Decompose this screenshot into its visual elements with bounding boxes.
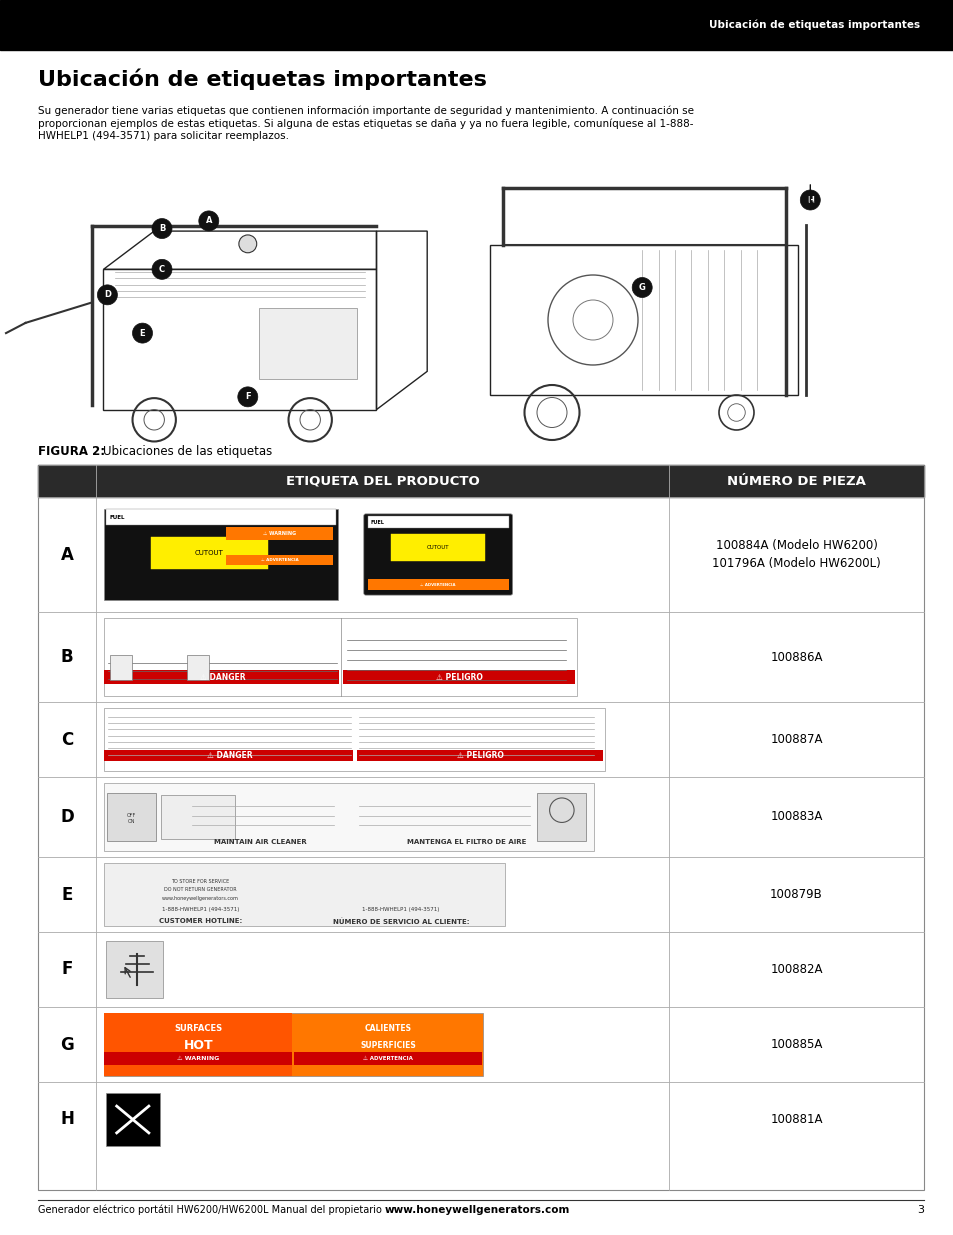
Circle shape — [800, 190, 820, 210]
Text: G: G — [639, 283, 645, 291]
Text: NÚMERO DE SERVICIO AL CLIENTE:: NÚMERO DE SERVICIO AL CLIENTE: — [333, 919, 469, 925]
Text: H: H — [806, 195, 813, 205]
Bar — [38, 777, 923, 857]
Bar — [226, 555, 333, 566]
Bar — [38, 932, 923, 1007]
Text: ⚠ PELIGRO: ⚠ PELIGRO — [436, 673, 482, 682]
Text: 100884A (Modelo HW6200)
101796A (Modelo HW6200L): 100884A (Modelo HW6200) 101796A (Modelo … — [711, 538, 880, 571]
Text: ⚠ ADVERTENCIA: ⚠ ADVERTENCIA — [363, 1056, 413, 1061]
Circle shape — [97, 285, 117, 305]
Text: F: F — [245, 393, 251, 401]
Text: 100879B: 100879B — [769, 888, 822, 902]
Bar — [38, 466, 923, 496]
Bar — [187, 656, 209, 680]
Text: MAINTAIN AIR CLEANER: MAINTAIN AIR CLEANER — [214, 839, 307, 845]
Bar — [104, 783, 594, 851]
Text: 100887A: 100887A — [769, 734, 821, 746]
Text: 100886A: 100886A — [769, 651, 821, 663]
Text: NÚMERO DE PIEZA: NÚMERO DE PIEZA — [726, 474, 865, 488]
Bar — [490, 245, 797, 395]
Text: HWHELP1 (494-3571) para solicitar reemplazos.: HWHELP1 (494-3571) para solicitar reempl… — [38, 131, 289, 141]
Bar — [106, 509, 335, 526]
Bar — [368, 579, 508, 590]
Bar — [104, 618, 577, 697]
Text: DO NOT RETURN GENERATOR: DO NOT RETURN GENERATOR — [164, 887, 236, 892]
Bar — [38, 613, 923, 701]
Circle shape — [132, 324, 152, 343]
Bar — [104, 863, 504, 926]
Bar — [103, 269, 376, 410]
Text: D: D — [60, 808, 73, 826]
Text: 100881A: 100881A — [769, 1113, 821, 1126]
Text: OFF
ON: OFF ON — [127, 813, 136, 824]
Bar — [106, 1093, 159, 1146]
Bar — [38, 701, 923, 777]
Bar — [38, 1007, 923, 1082]
Bar — [38, 857, 923, 932]
Text: www.honeywellgenerators.com: www.honeywellgenerators.com — [162, 895, 238, 900]
Text: proporcionan ejemplos de estas etiquetas. Si alguna de estas etiquetas se daña y: proporcionan ejemplos de estas etiquetas… — [38, 119, 693, 128]
Bar — [38, 466, 923, 1191]
Text: D: D — [104, 290, 111, 299]
Bar — [107, 793, 156, 841]
Text: FUEL: FUEL — [110, 515, 126, 520]
Bar — [368, 516, 508, 529]
Bar — [151, 537, 268, 569]
Bar — [110, 656, 132, 680]
Text: MANTENGA EL FILTRO DE AIRE: MANTENGA EL FILTRO DE AIRE — [407, 839, 526, 845]
Text: 1-888-HWHELP1 (494-3571): 1-888-HWHELP1 (494-3571) — [362, 906, 439, 913]
Text: C: C — [61, 730, 73, 748]
Text: 100883A: 100883A — [769, 810, 821, 824]
Text: FIGURA 2:: FIGURA 2: — [38, 445, 105, 458]
Bar — [342, 671, 575, 684]
Text: A: A — [205, 216, 212, 226]
Text: Ubicaciones de las etiquetas: Ubicaciones de las etiquetas — [103, 445, 272, 458]
Text: ⚠ ADVERTENCIA: ⚠ ADVERTENCIA — [420, 583, 456, 587]
Text: FUEL: FUEL — [371, 520, 384, 525]
Bar — [104, 1013, 292, 1076]
Text: 3: 3 — [916, 1205, 923, 1215]
Text: ⚠ ADVERTENCIA: ⚠ ADVERTENCIA — [260, 558, 298, 562]
Text: SURFACES: SURFACES — [174, 1024, 222, 1034]
Text: Su generador tiene varias etiquetas que contienen información importante de segu: Su generador tiene varias etiquetas que … — [38, 105, 693, 116]
Bar — [104, 509, 337, 600]
Circle shape — [198, 211, 218, 231]
Text: 100882A: 100882A — [769, 963, 821, 976]
Text: B: B — [61, 648, 73, 666]
Text: G: G — [60, 1035, 73, 1053]
Bar — [38, 1082, 923, 1157]
Text: Ubicación de etiquetas importantes: Ubicación de etiquetas importantes — [708, 20, 919, 30]
Text: HOT: HOT — [183, 1040, 213, 1052]
Circle shape — [152, 219, 172, 238]
Bar — [104, 671, 338, 684]
Text: CALIENTES: CALIENTES — [364, 1024, 411, 1034]
Text: H: H — [60, 1110, 74, 1129]
Circle shape — [237, 387, 257, 406]
Text: CUTOUT: CUTOUT — [194, 550, 223, 556]
Text: CUSTOMER HOTLINE:: CUSTOMER HOTLINE: — [158, 919, 242, 925]
Bar — [356, 750, 602, 761]
Text: ETIQUETA DEL PRODUCTO: ETIQUETA DEL PRODUCTO — [285, 474, 478, 488]
Bar — [161, 794, 234, 839]
Bar — [226, 527, 333, 540]
Text: 1-888-HWHELP1 (494-3571): 1-888-HWHELP1 (494-3571) — [161, 906, 238, 913]
Text: ⚠ PELIGRO: ⚠ PELIGRO — [456, 751, 503, 760]
Bar — [104, 708, 604, 771]
Text: E: E — [139, 329, 145, 337]
Text: E: E — [61, 885, 72, 904]
Text: Generador eléctrico portátil HW6200/HW6200L Manual del propietario: Generador eléctrico portátil HW6200/HW62… — [38, 1205, 381, 1215]
Bar — [537, 793, 586, 841]
Text: F: F — [61, 961, 72, 978]
Bar — [294, 1052, 481, 1065]
Circle shape — [238, 235, 256, 253]
Text: ⚠ WARNING: ⚠ WARNING — [177, 1056, 219, 1061]
Circle shape — [632, 278, 652, 298]
Text: ⚠ WARNING: ⚠ WARNING — [263, 531, 295, 536]
Text: Ubicación de etiquetas importantes: Ubicación de etiquetas importantes — [38, 68, 486, 89]
Bar — [391, 535, 485, 562]
Bar — [104, 1052, 292, 1065]
Text: B: B — [158, 224, 165, 233]
Bar — [259, 308, 356, 379]
Text: A: A — [60, 546, 73, 563]
Bar — [104, 750, 353, 761]
